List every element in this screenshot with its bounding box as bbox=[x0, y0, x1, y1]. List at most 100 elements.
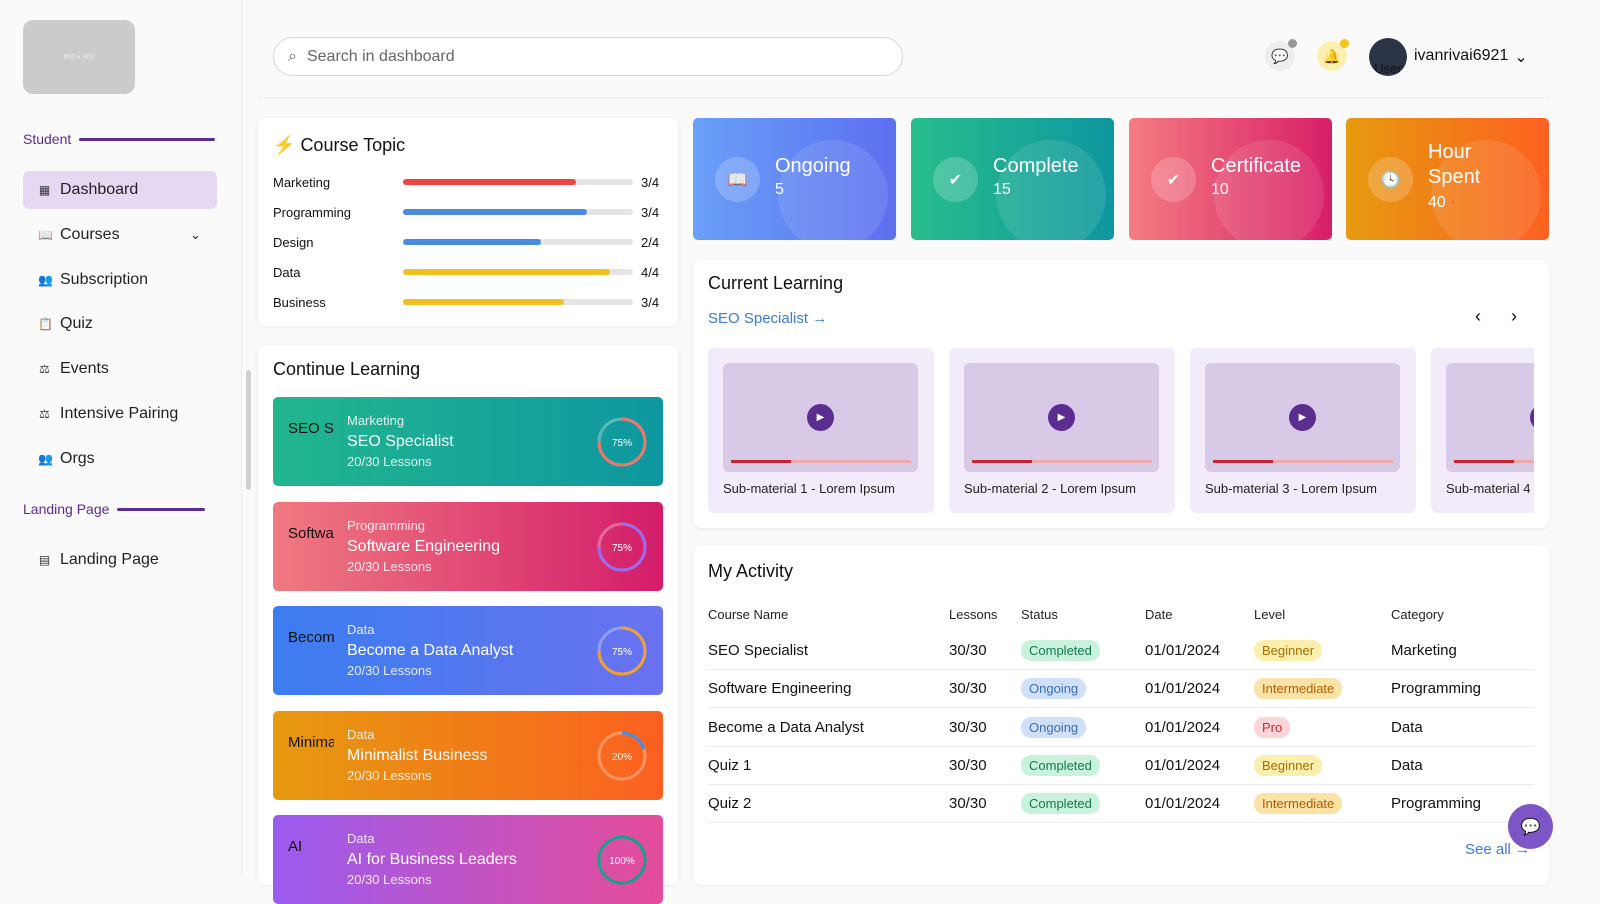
continue-course-card[interactable]: Software Programming Software Engineerin… bbox=[273, 501, 663, 591]
continue-course-card[interactable]: Minimalist Data Minimalist Business 20/3… bbox=[273, 710, 663, 800]
topic-row: Marketing 3/4 bbox=[273, 172, 663, 192]
sidebar-item-quiz[interactable]: 📋 Quiz bbox=[23, 305, 217, 343]
sidebar-item-courses[interactable]: 📖 Courses ⌄ bbox=[23, 216, 217, 254]
sidebar-item-subscription[interactable]: 👥 Subscription bbox=[23, 261, 217, 299]
search-input[interactable]: ⌕ Search in dashboard bbox=[273, 37, 903, 76]
course-name: Quiz 2 bbox=[708, 795, 752, 813]
nav-label: Events bbox=[60, 360, 109, 377]
stat-icon: 📖 bbox=[715, 157, 760, 202]
divider bbox=[79, 137, 216, 141]
topic-label: Business bbox=[273, 294, 326, 310]
progress-ring: 75% bbox=[597, 417, 647, 467]
topic-value: 2/4 bbox=[641, 234, 660, 250]
table-row[interactable]: Become a Data Analyst 30/30 Ongoing 01/0… bbox=[708, 709, 1534, 747]
notification-dot bbox=[1340, 39, 1349, 48]
video-title: Sub-material 4 - Lorem Ipsum bbox=[1446, 481, 1534, 496]
nav-label: Subscription bbox=[60, 271, 149, 288]
course-topic-card: ⚡ Course Topic Marketing 3/4 Programming 3/… bbox=[258, 118, 678, 326]
topic-label: Data bbox=[273, 264, 301, 280]
video-card[interactable]: ▶ Sub-material 4 - Lorem Ipsum bbox=[1431, 348, 1534, 513]
table-row[interactable]: Quiz 1 30/30 Completed 01/01/2024 Beginn… bbox=[708, 747, 1534, 785]
course-lessons: 20/30 Lessons bbox=[347, 767, 432, 783]
course-name: SEO Specialist bbox=[708, 642, 809, 659]
user-menu[interactable]: ivanrivai6921 ⌄ bbox=[1414, 47, 1528, 67]
play-icon[interactable]: ▶ bbox=[807, 404, 834, 431]
sidebar-item-intensive-pairing[interactable]: ⚖ Intensive Pairing bbox=[23, 395, 217, 433]
stat-label: Complete bbox=[993, 155, 1079, 177]
stat-value: 15 bbox=[993, 181, 1011, 198]
video-card[interactable]: ▶ Sub-material 1 - Lorem Ipsum bbox=[708, 348, 934, 513]
progress-ring: 100% bbox=[597, 835, 647, 885]
stat-icon: 🕓 bbox=[1368, 157, 1413, 202]
svg-text:100%: 100% bbox=[609, 856, 635, 867]
course-category: Marketing bbox=[347, 413, 405, 428]
notification-button[interactable]: 🔔 bbox=[1317, 39, 1349, 71]
stat-card-complete: ✔ Complete 15 bbox=[911, 118, 1114, 240]
see-all-link[interactable]: See all → bbox=[1465, 841, 1531, 858]
play-icon[interactable]: ▶ bbox=[1530, 404, 1534, 431]
progress-ring: 75% bbox=[597, 522, 647, 571]
header-divider bbox=[258, 97, 1550, 98]
nav-icon: ▦ bbox=[38, 183, 51, 197]
video-card[interactable]: ▶ Sub-material 3 - Lorem Ipsum bbox=[1190, 348, 1416, 513]
course-title: Software Engineering bbox=[347, 537, 500, 555]
video-progress-fill bbox=[1454, 460, 1514, 463]
sidebar-item-orgs[interactable]: 👥 Orgs bbox=[23, 440, 217, 478]
video-progress-fill bbox=[972, 460, 1032, 463]
continue-course-card[interactable]: SEO Specialist Marketing SEO Specialist … bbox=[273, 397, 663, 486]
nav-label: Quiz bbox=[60, 315, 93, 332]
section-label: Student bbox=[23, 131, 72, 147]
topic-progress-fill bbox=[403, 179, 576, 185]
chat-fab-button[interactable]: 💬 bbox=[1508, 804, 1553, 849]
table-row[interactable]: SEO Specialist 30/30 Completed 01/01/202… bbox=[708, 632, 1534, 670]
play-icon[interactable]: ▶ bbox=[1289, 404, 1316, 431]
course-category: Programming bbox=[347, 517, 426, 533]
topic-row: Data 4/4 bbox=[273, 262, 663, 282]
search-icon: ⌕ bbox=[288, 47, 297, 65]
nav-label: Dashboard bbox=[60, 181, 139, 198]
lessons: 30/30 bbox=[949, 756, 987, 774]
table-row[interactable]: Software Engineering 30/30 Ongoing 01/01… bbox=[708, 670, 1534, 709]
search-placeholder: Search in dashboard bbox=[306, 47, 455, 65]
prev-arrow-icon[interactable]: ‹ bbox=[1475, 306, 1481, 326]
stat-bg-decoration bbox=[1431, 140, 1541, 240]
category: Marketing bbox=[1391, 642, 1457, 659]
continue-course-card[interactable]: Become Data Become a Data Analyst 20/30 … bbox=[273, 606, 663, 695]
category: Data bbox=[1391, 756, 1423, 774]
avatar[interactable]: User bbox=[1369, 38, 1407, 76]
video-card[interactable]: ▶ Sub-material 2 - Lorem Ipsum bbox=[949, 348, 1175, 513]
topic-progress-fill bbox=[403, 269, 610, 275]
course-title: SEO Specialist bbox=[347, 433, 454, 450]
nav-icon: 📖 bbox=[38, 228, 53, 242]
continue-course-card[interactable]: AI Data AI for Business Leaders 20/30 Le… bbox=[273, 815, 663, 904]
sidebar-item-landing-page[interactable]: ▤ Landing Page bbox=[23, 541, 217, 579]
video-thumbnail: ▶ bbox=[1205, 363, 1400, 472]
sidebar-item-dashboard[interactable]: ▦ Dashboard bbox=[23, 171, 217, 209]
course-topic-title: ⚡ Course Topic bbox=[273, 135, 405, 156]
course-lessons: 20/30 Lessons bbox=[347, 558, 432, 574]
stat-icon: ✔ bbox=[933, 157, 978, 202]
topic-progress-fill bbox=[403, 299, 564, 305]
sidebar-item-events[interactable]: ⚖ Events bbox=[23, 350, 217, 388]
table-row[interactable]: Quiz 2 30/30 Completed 01/01/2024 Interm… bbox=[708, 785, 1534, 824]
course-link[interactable]: SEO Specialist → bbox=[708, 310, 828, 327]
play-icon[interactable]: ▶ bbox=[1048, 404, 1075, 431]
stat-label: Hour Spent bbox=[1428, 141, 1481, 188]
chevron-down-icon: ⌄ bbox=[190, 227, 201, 242]
logo[interactable]: 600 x 400 bbox=[23, 20, 135, 94]
next-arrow-icon[interactable]: › bbox=[1511, 306, 1517, 326]
sidebar-scrollbar[interactable] bbox=[246, 370, 251, 490]
topic-value: 3/4 bbox=[641, 174, 660, 190]
course-lessons: 20/30 Lessons bbox=[347, 663, 432, 678]
course-name: Software Engineering bbox=[708, 680, 852, 698]
video-title: Sub-material 3 - Lorem Ipsum bbox=[1205, 481, 1377, 496]
chat-button[interactable]: 💬 bbox=[1265, 39, 1297, 71]
stat-icon: ✔ bbox=[1151, 157, 1196, 202]
sidebar: 600 x 400 Student ▦ Dashboard 📖 Courses ⌄ 👥 Su… bbox=[0, 0, 242, 877]
video-title: Sub-material 2 - Lorem Ipsum bbox=[964, 481, 1136, 496]
topic-progress-bar bbox=[403, 299, 633, 305]
column-header: Lessons bbox=[949, 607, 998, 622]
course-name: Become a Data Analyst bbox=[708, 718, 864, 736]
category: Programming bbox=[1391, 795, 1482, 813]
stat-card-hour-spent: 🕓 Hour Spent 40 bbox=[1346, 118, 1549, 240]
